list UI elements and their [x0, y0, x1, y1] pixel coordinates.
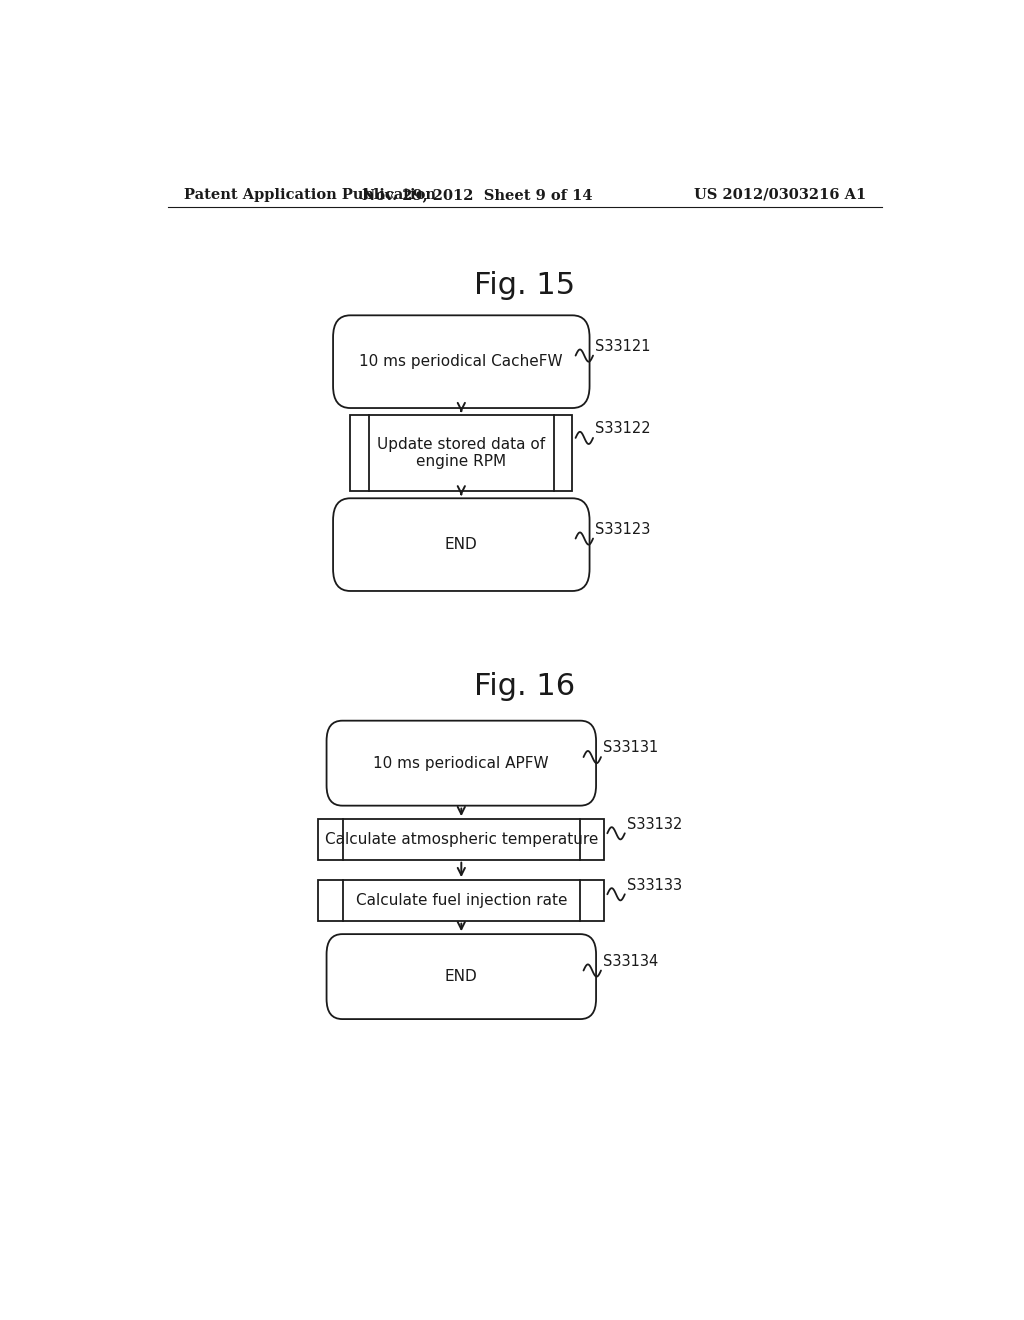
FancyBboxPatch shape: [333, 498, 590, 591]
Text: Patent Application Publication: Patent Application Publication: [183, 187, 435, 202]
FancyBboxPatch shape: [327, 935, 596, 1019]
Text: US 2012/0303216 A1: US 2012/0303216 A1: [694, 187, 866, 202]
Text: 10 ms periodical CacheFW: 10 ms periodical CacheFW: [359, 354, 563, 370]
Text: Fig. 16: Fig. 16: [474, 672, 575, 701]
Text: Fig. 15: Fig. 15: [474, 271, 575, 300]
FancyBboxPatch shape: [333, 315, 590, 408]
Text: S33134: S33134: [603, 954, 658, 969]
Text: S33121: S33121: [595, 339, 651, 354]
Text: S33132: S33132: [627, 817, 683, 832]
Text: Nov. 29, 2012  Sheet 9 of 14: Nov. 29, 2012 Sheet 9 of 14: [361, 187, 593, 202]
Bar: [350, 414, 572, 491]
Text: S33133: S33133: [627, 878, 682, 892]
Bar: [318, 818, 604, 859]
FancyBboxPatch shape: [327, 721, 596, 805]
Text: S33123: S33123: [595, 521, 651, 537]
Text: END: END: [445, 969, 477, 985]
Text: Update stored data of
engine RPM: Update stored data of engine RPM: [377, 437, 546, 470]
Text: S33131: S33131: [603, 741, 658, 755]
Bar: [318, 880, 604, 921]
Text: Calculate atmospheric temperature: Calculate atmospheric temperature: [325, 832, 598, 847]
Text: END: END: [445, 537, 477, 552]
Text: Calculate fuel injection rate: Calculate fuel injection rate: [355, 892, 567, 908]
Text: S33122: S33122: [595, 421, 651, 437]
Text: 10 ms periodical APFW: 10 ms periodical APFW: [374, 755, 549, 771]
